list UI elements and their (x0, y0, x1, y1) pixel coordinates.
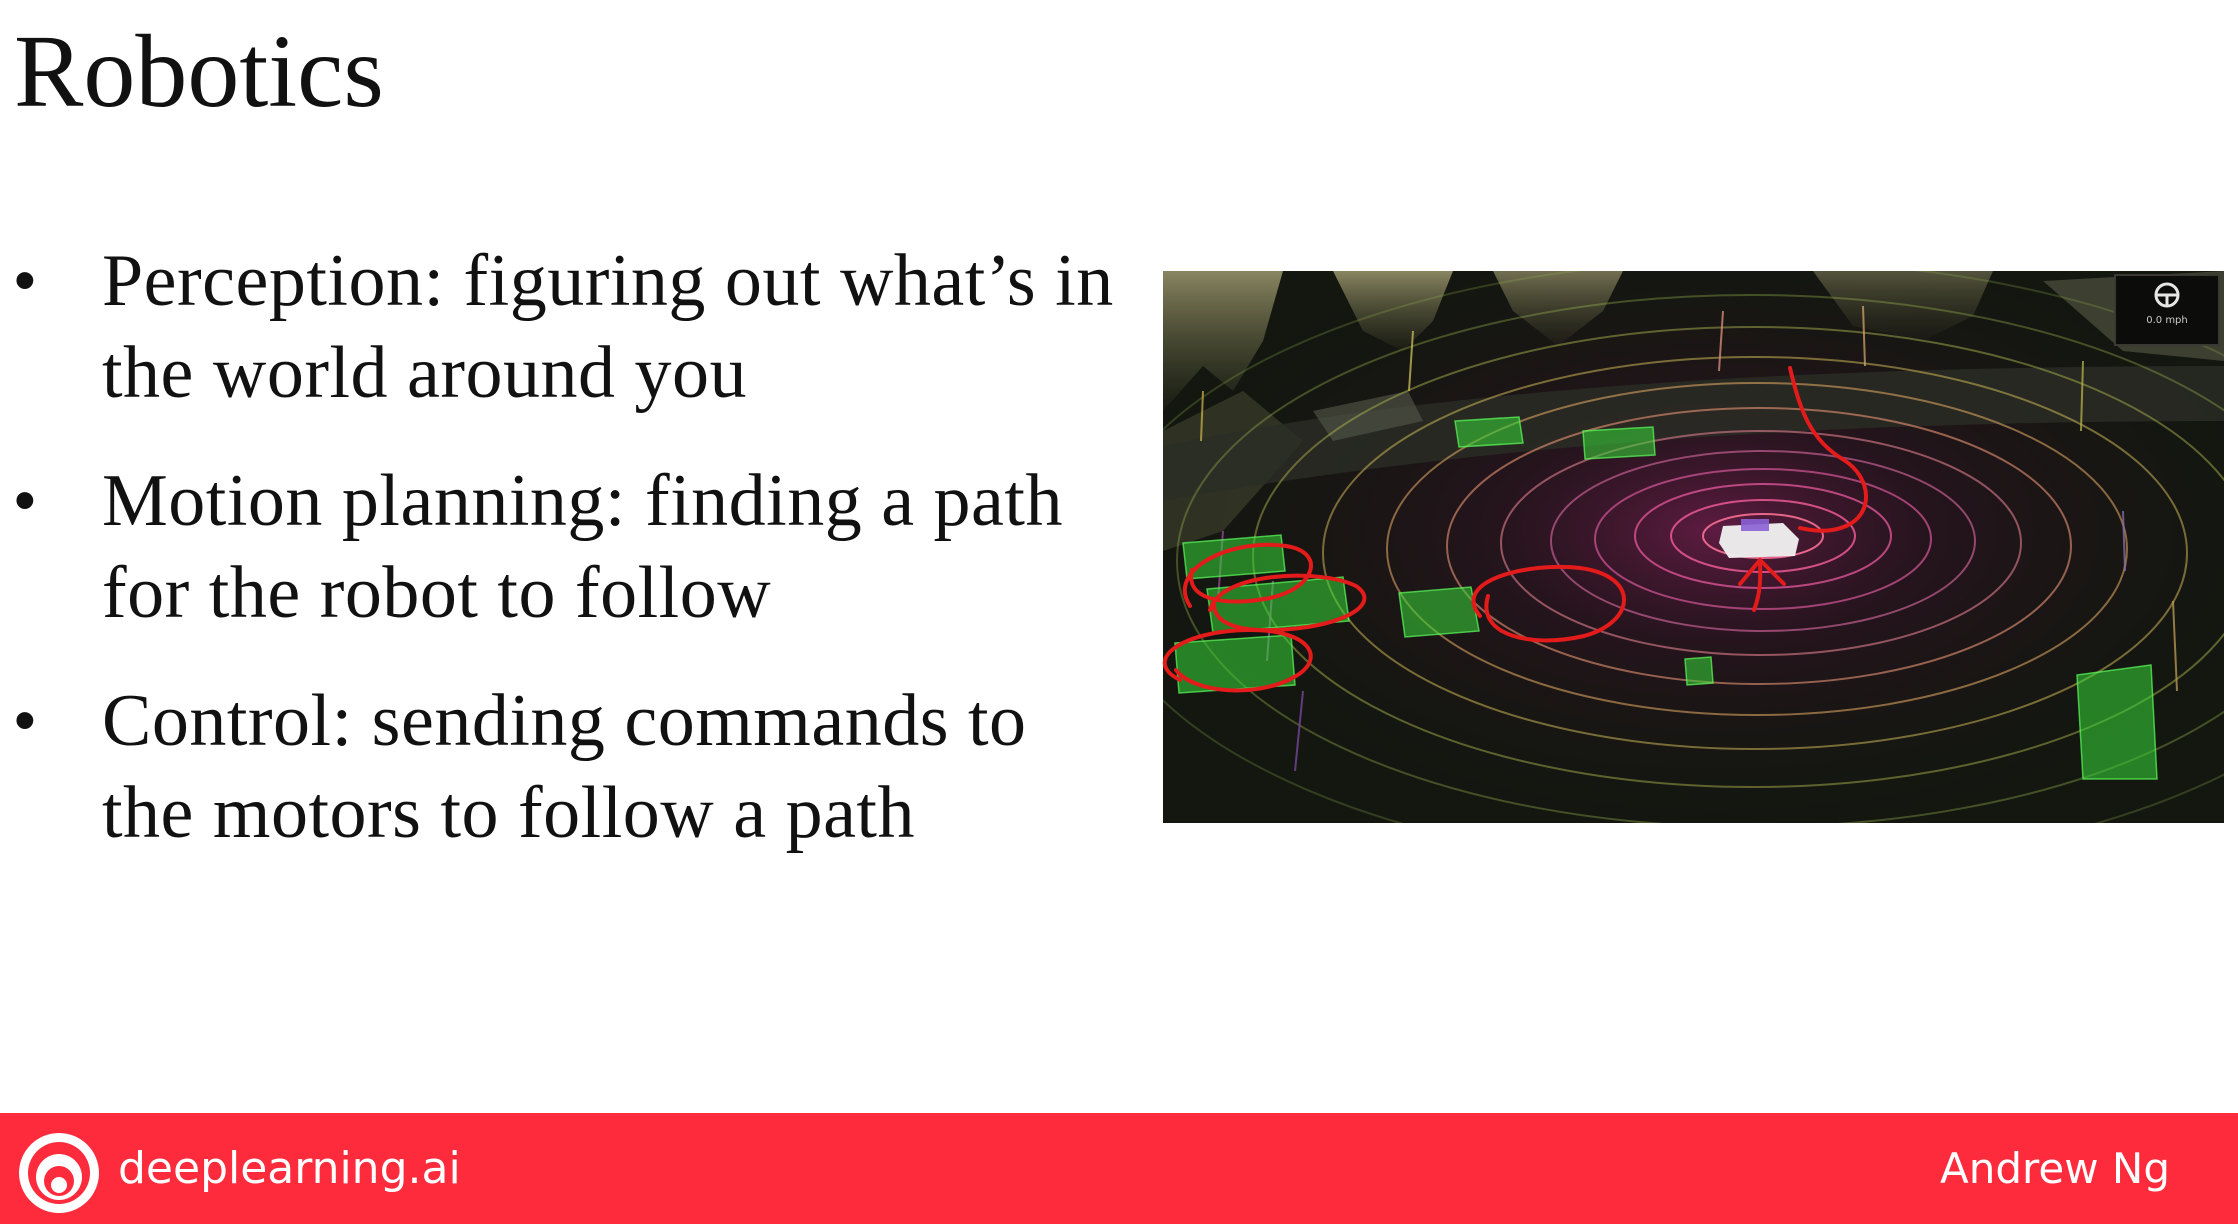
bullet-text: Perception: figuring out what’s in the w… (102, 240, 1114, 414)
slide-title: Robotics (14, 14, 384, 129)
footer-brand-name: deeplearning.ai (118, 1143, 461, 1194)
bullet-marker: • (14, 246, 37, 315)
lidar-scene-image: 0.0 mph (1163, 271, 2224, 823)
bullet-text: Control: sending commands to the motors … (102, 680, 1027, 854)
hud-panel (2114, 274, 2220, 346)
deeplearning-logo-icon (19, 1133, 99, 1213)
footer-bar: deeplearning.ai Andrew Ng (0, 1113, 2238, 1224)
lidar-scene-svg: 0.0 mph (1163, 271, 2224, 823)
footer-author: Andrew Ng (1940, 1144, 2170, 1193)
bullet-list: • Perception: figuring out what’s in the… (0, 235, 1120, 895)
bullet-control: • Control: sending commands to the motor… (0, 675, 1120, 859)
bullet-marker: • (14, 466, 37, 535)
bullet-text: Motion planning: finding a path for the … (102, 460, 1063, 634)
hud-speed-readout: 0.0 mph (2146, 315, 2188, 326)
bullet-perception: • Perception: figuring out what’s in the… (0, 235, 1120, 419)
bullet-motion-planning: • Motion planning: finding a path for th… (0, 455, 1120, 639)
bullet-marker: • (14, 686, 37, 755)
ego-vehicle (1719, 519, 1799, 558)
